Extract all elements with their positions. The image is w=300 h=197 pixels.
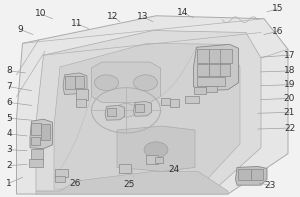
- Circle shape: [134, 75, 158, 91]
- Text: 4: 4: [6, 129, 12, 138]
- FancyBboxPatch shape: [209, 49, 220, 63]
- FancyBboxPatch shape: [75, 76, 84, 88]
- FancyBboxPatch shape: [161, 98, 170, 105]
- Text: 23: 23: [264, 181, 276, 190]
- FancyBboxPatch shape: [55, 176, 65, 182]
- Polygon shape: [236, 166, 267, 185]
- FancyBboxPatch shape: [107, 108, 116, 116]
- Text: 18: 18: [284, 66, 295, 75]
- FancyBboxPatch shape: [119, 164, 131, 173]
- Polygon shape: [105, 105, 124, 120]
- FancyBboxPatch shape: [31, 137, 40, 145]
- Text: 5: 5: [6, 114, 12, 123]
- FancyBboxPatch shape: [194, 87, 206, 94]
- Text: 26: 26: [69, 179, 81, 188]
- FancyBboxPatch shape: [65, 76, 75, 89]
- FancyBboxPatch shape: [238, 169, 251, 180]
- Polygon shape: [92, 62, 160, 102]
- Text: 6: 6: [6, 98, 12, 107]
- FancyBboxPatch shape: [197, 77, 225, 86]
- Polygon shape: [134, 101, 152, 116]
- FancyBboxPatch shape: [135, 104, 144, 112]
- FancyBboxPatch shape: [170, 99, 179, 107]
- Polygon shape: [194, 44, 238, 91]
- Text: 10: 10: [35, 9, 46, 18]
- Text: 17: 17: [284, 51, 295, 60]
- Text: 13: 13: [137, 12, 148, 21]
- Text: 24: 24: [168, 165, 180, 174]
- Text: 14: 14: [177, 8, 189, 17]
- Polygon shape: [30, 119, 52, 149]
- Circle shape: [116, 103, 136, 117]
- FancyBboxPatch shape: [55, 169, 68, 177]
- FancyBboxPatch shape: [206, 86, 217, 92]
- FancyBboxPatch shape: [146, 155, 158, 164]
- Text: 12: 12: [107, 12, 118, 21]
- Text: 11: 11: [71, 19, 82, 28]
- Text: 20: 20: [284, 94, 295, 103]
- FancyBboxPatch shape: [41, 124, 50, 140]
- Text: 9: 9: [17, 25, 23, 34]
- Text: 22: 22: [284, 124, 295, 133]
- FancyBboxPatch shape: [197, 64, 208, 76]
- Text: 19: 19: [284, 80, 295, 89]
- Circle shape: [94, 75, 118, 91]
- FancyBboxPatch shape: [185, 96, 199, 103]
- Polygon shape: [54, 43, 240, 189]
- Text: 8: 8: [6, 66, 12, 75]
- FancyBboxPatch shape: [29, 159, 43, 167]
- FancyBboxPatch shape: [209, 64, 220, 76]
- FancyBboxPatch shape: [220, 64, 230, 76]
- Text: 7: 7: [6, 82, 12, 91]
- Polygon shape: [36, 171, 228, 194]
- FancyBboxPatch shape: [220, 49, 232, 63]
- Text: 21: 21: [284, 108, 295, 117]
- Polygon shape: [36, 31, 261, 191]
- Text: 1: 1: [6, 179, 12, 188]
- FancyBboxPatch shape: [31, 149, 43, 159]
- Polygon shape: [117, 126, 195, 171]
- FancyBboxPatch shape: [197, 49, 208, 63]
- FancyBboxPatch shape: [76, 89, 88, 100]
- Text: 15: 15: [272, 4, 283, 13]
- FancyBboxPatch shape: [155, 157, 163, 163]
- Circle shape: [144, 142, 168, 158]
- Text: 3: 3: [6, 145, 12, 154]
- FancyBboxPatch shape: [76, 99, 86, 107]
- FancyBboxPatch shape: [251, 169, 263, 180]
- Text: 25: 25: [123, 180, 135, 189]
- Polygon shape: [63, 73, 87, 95]
- Polygon shape: [16, 16, 288, 194]
- FancyBboxPatch shape: [31, 123, 41, 135]
- Text: 16: 16: [272, 27, 283, 36]
- Text: 2: 2: [6, 161, 12, 170]
